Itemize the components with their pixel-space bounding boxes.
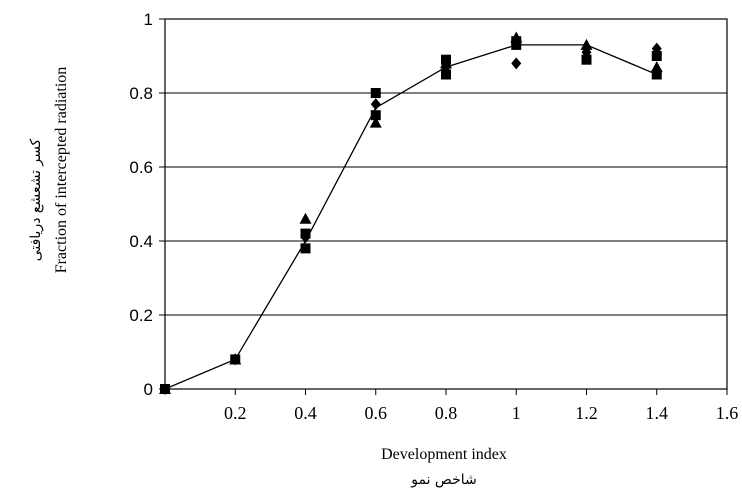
data-markers	[159, 31, 663, 395]
x-tick-label: 0.8	[435, 403, 458, 423]
x-tick-label: 0.4	[294, 403, 317, 423]
x-tick-label: 1.2	[575, 403, 598, 423]
x-axis-title-secondary: شاخص نمو	[410, 472, 476, 488]
y-tick-label: 0.8	[129, 84, 153, 103]
marker-triangle	[229, 353, 242, 365]
marker-triangle	[650, 61, 663, 73]
y-tick-label: 0.2	[129, 306, 153, 325]
fit-line-path	[164, 44, 658, 390]
x-tick-label: 1	[512, 403, 521, 423]
y-tick-labels: 0 0.2 0.4 0.6 0.8 1	[129, 10, 153, 399]
marker-square	[370, 88, 381, 98]
marker-triangle	[440, 57, 452, 69]
x-axis-title: Development index	[381, 446, 507, 463]
x-tick-label: 1.6	[716, 403, 739, 423]
marker-square	[511, 39, 522, 50]
marker-square	[651, 51, 662, 61]
y-axis-title: Fraction of intercepted radiation	[53, 67, 70, 274]
y-tick-label: 0.4	[129, 232, 153, 251]
x-tick-label: 0.2	[224, 403, 247, 423]
marker-triangle	[369, 116, 382, 128]
marker-triangle	[580, 38, 593, 50]
marker-diamond	[370, 98, 381, 111]
y-tick-label: 1	[144, 10, 153, 29]
marker-square	[300, 243, 311, 254]
y-tick-label: 0.6	[129, 158, 153, 177]
x-tick-label: 0.6	[365, 403, 388, 423]
marker-diamond	[511, 57, 522, 70]
y-axis-title-secondary: کسر تشعشع دریافتی	[28, 138, 44, 261]
fit-line	[164, 44, 658, 390]
marker-square	[651, 69, 662, 80]
marker-square	[441, 69, 451, 80]
x-tick-label: 1.4	[646, 403, 669, 423]
grid-lines	[165, 92, 727, 316]
marker-triangle	[510, 31, 523, 43]
marker-triangle	[159, 383, 171, 394]
marker-triangle	[299, 212, 312, 224]
y-tick-label: 0	[144, 380, 153, 399]
marker-square	[300, 228, 311, 239]
marker-square	[581, 54, 592, 65]
x-tick-labels: 0.2 0.4 0.6 0.8 1 1.2 1.4 1.6	[224, 403, 738, 423]
marker-square	[370, 110, 381, 121]
